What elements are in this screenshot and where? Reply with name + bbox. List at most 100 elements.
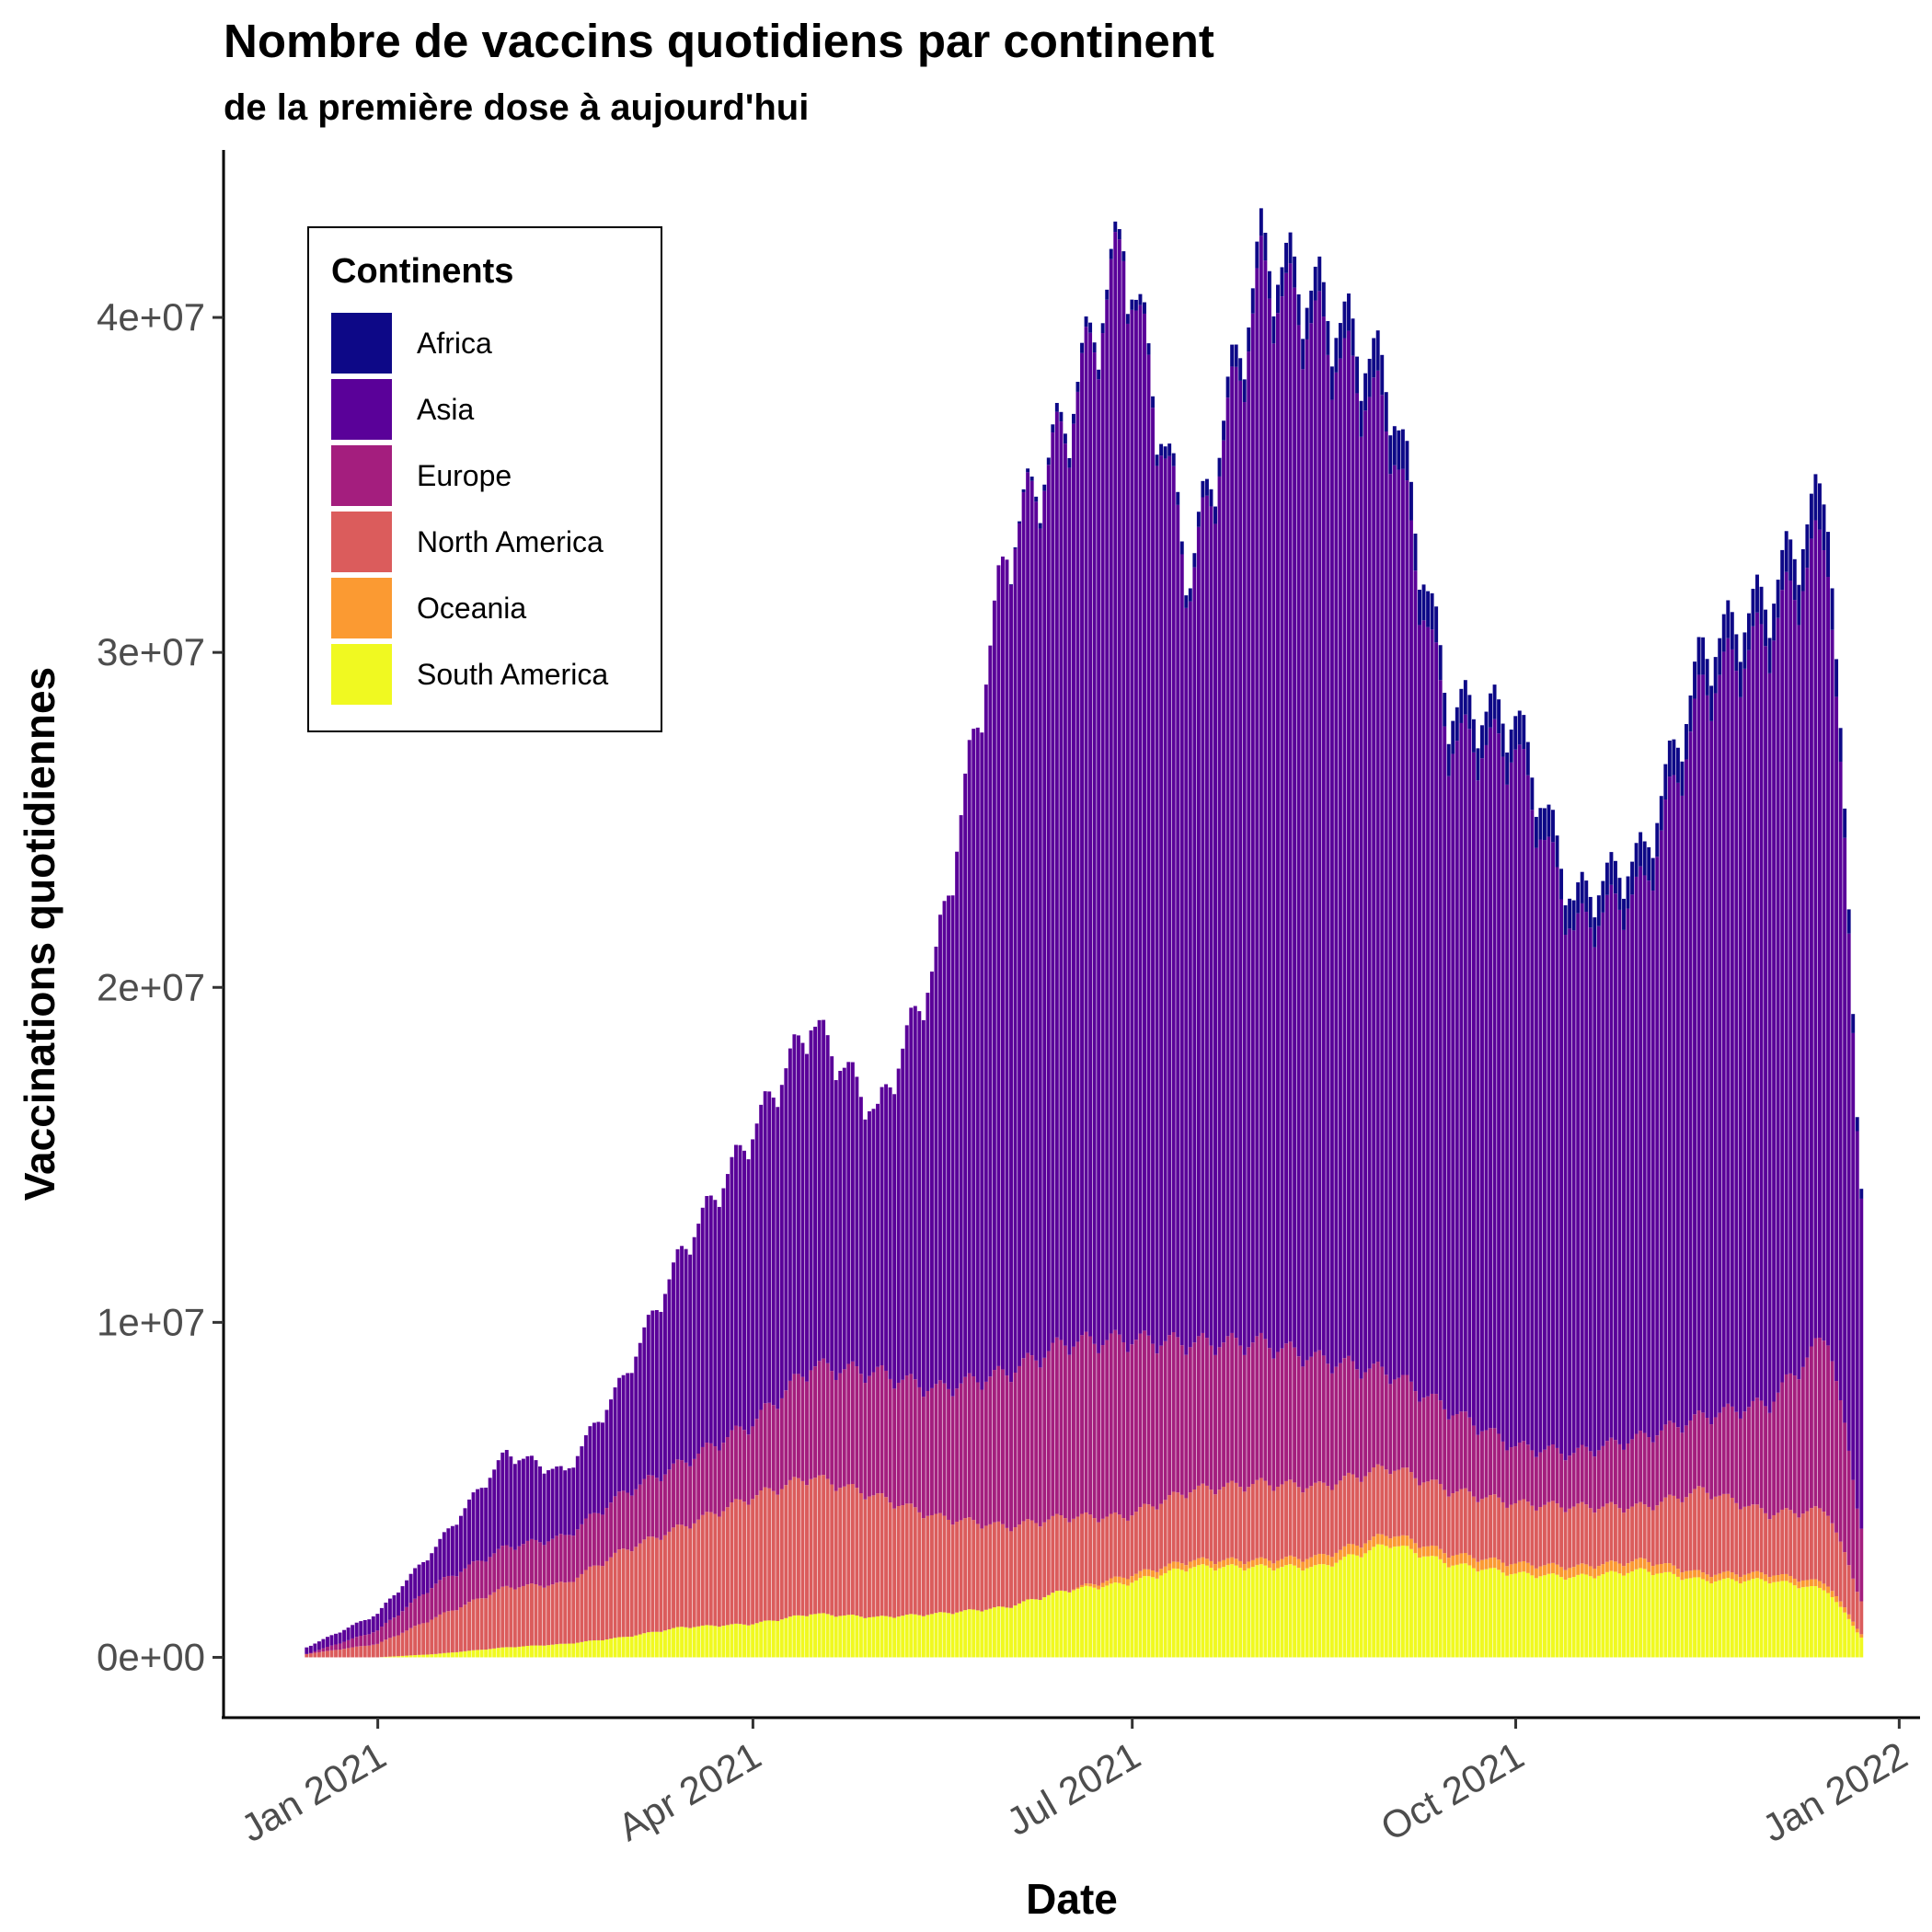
legend-item: Africa [331, 313, 492, 374]
bar-segment [1255, 241, 1259, 269]
bar-segment [1718, 638, 1722, 675]
bar-segment [1351, 1474, 1355, 1545]
bar-segment [972, 1520, 976, 1610]
legend-label: South America [417, 658, 608, 691]
bar-segment [1634, 1503, 1639, 1559]
bar-segment [1788, 1576, 1793, 1583]
bar-stack [433, 1547, 438, 1658]
bar-segment [684, 1627, 688, 1658]
bar-stack [1176, 491, 1180, 1658]
bar-segment [1580, 1573, 1584, 1658]
bar-segment [1522, 749, 1526, 1442]
bar-segment [1680, 1580, 1685, 1658]
bar-segment [1293, 256, 1297, 288]
bar-segment [1851, 1032, 1856, 1480]
bar-segment [734, 1425, 738, 1500]
bar-stack [1088, 322, 1093, 1658]
bar-segment [1797, 1588, 1801, 1658]
bar-segment [446, 1652, 451, 1658]
bar-stack [672, 1262, 675, 1658]
bar-segment [1213, 1494, 1217, 1565]
bar-stack [1359, 400, 1363, 1658]
bar-segment [1721, 614, 1726, 652]
bar-segment [1534, 1568, 1538, 1579]
bar-segment [1463, 680, 1467, 715]
bar-segment [542, 1587, 546, 1646]
bar-stack [542, 1473, 546, 1658]
bar-segment [1151, 1577, 1156, 1658]
bar-segment [863, 1499, 868, 1618]
bar-segment [1250, 1342, 1255, 1484]
bar-segment [1642, 1432, 1647, 1505]
x-tick-label: Jan 2022 [1755, 1733, 1915, 1850]
bar-segment [1397, 1377, 1401, 1470]
bar-segment [809, 1030, 813, 1371]
bar-segment [1067, 1593, 1072, 1658]
bar-segment [1021, 489, 1026, 493]
bar-stack [1247, 327, 1251, 1658]
bar-segment [609, 1502, 614, 1558]
bar-segment [884, 1616, 889, 1658]
bar-segment [1051, 424, 1055, 433]
bar-segment [662, 1474, 667, 1535]
bar-segment [1372, 1363, 1376, 1468]
bar-stack [313, 1643, 317, 1658]
bar-segment [617, 1637, 622, 1658]
bar-segment [433, 1583, 438, 1617]
bar-stack [884, 1084, 889, 1658]
bar-segment [313, 1652, 317, 1658]
bar-segment [1397, 430, 1401, 470]
bar-segment [375, 1643, 380, 1658]
bar-segment [417, 1564, 421, 1596]
bar-segment [1075, 1587, 1080, 1590]
bar-segment [1105, 1585, 1110, 1658]
bar-segment [1826, 1586, 1830, 1593]
bar-segment [1438, 680, 1443, 1401]
bar-segment [717, 1450, 721, 1517]
bar-segment [901, 1616, 905, 1658]
bar-segment [675, 1524, 680, 1627]
legend-label: Oceania [417, 592, 526, 625]
bar-stack [1384, 392, 1388, 1658]
bar-segment [1742, 1581, 1747, 1658]
bar-segment [1133, 1512, 1138, 1574]
bar-segment [1375, 1534, 1380, 1545]
bar-segment [1505, 784, 1510, 1451]
bar-stack [1263, 232, 1268, 1658]
bar-segment [796, 1035, 800, 1374]
bar-segment [1693, 1570, 1697, 1578]
bar-segment [988, 1524, 993, 1609]
bar-stack [1271, 316, 1276, 1658]
bar-segment [684, 1248, 688, 1463]
bar-segment [1296, 1356, 1301, 1488]
bar-segment [1800, 591, 1805, 1367]
bar-stack [700, 1207, 705, 1658]
bar-segment [1105, 289, 1110, 300]
bar-segment [1630, 861, 1635, 895]
bar-segment [888, 1087, 892, 1379]
bar-segment [1522, 1571, 1526, 1658]
bar-segment [1805, 524, 1810, 569]
bar-segment [1776, 1581, 1780, 1658]
bar-segment [1563, 1460, 1568, 1512]
bar-segment [1451, 753, 1455, 1416]
bar-stack [1805, 524, 1810, 1658]
bar-segment [975, 1524, 980, 1611]
bar-segment [1426, 1556, 1431, 1658]
bar-segment [596, 1639, 601, 1658]
bar-stack [921, 1019, 926, 1658]
bar-stack [525, 1455, 530, 1658]
bar-segment [1434, 1556, 1439, 1658]
bar-segment [642, 1327, 647, 1479]
bar-segment [1505, 752, 1510, 785]
bar-segment [634, 1547, 638, 1636]
bar-segment [717, 1516, 721, 1627]
bar-segment [842, 1615, 846, 1658]
y-tick-label: 1e+07 [97, 1300, 205, 1343]
bar-stack [1054, 402, 1059, 1658]
bar-segment [1405, 1535, 1409, 1547]
bar-segment [1338, 358, 1342, 1363]
bar-segment [442, 1577, 446, 1613]
bar-segment [392, 1617, 397, 1637]
bar-segment [1133, 1580, 1138, 1658]
